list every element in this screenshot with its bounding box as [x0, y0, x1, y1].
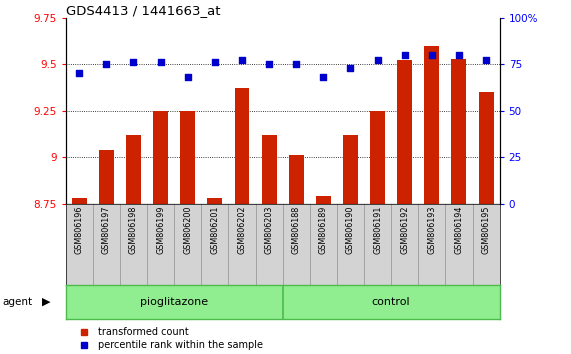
Text: GSM806188: GSM806188	[292, 206, 301, 254]
Text: agent: agent	[3, 297, 33, 307]
Point	[210, 59, 219, 65]
Text: GSM806200: GSM806200	[183, 206, 192, 255]
Text: GSM806195: GSM806195	[481, 206, 490, 255]
Bar	[343, 135, 358, 204]
Text: pioglitazone: pioglitazone	[140, 297, 208, 307]
Bar	[262, 135, 276, 204]
Point	[373, 58, 382, 63]
Text: GSM806193: GSM806193	[427, 206, 436, 255]
Point	[481, 58, 490, 63]
Text: GSM806202: GSM806202	[238, 206, 247, 255]
Text: GDS4413 / 1441663_at: GDS4413 / 1441663_at	[66, 4, 220, 17]
Point	[102, 61, 111, 67]
Text: GSM806196: GSM806196	[75, 206, 84, 255]
Text: GSM806199: GSM806199	[156, 206, 165, 255]
Bar	[452, 59, 467, 204]
Bar	[72, 198, 87, 204]
Point	[455, 52, 464, 58]
Text: GSM806189: GSM806189	[319, 206, 328, 255]
Bar	[99, 150, 114, 204]
Text: GSM806190: GSM806190	[346, 206, 355, 255]
Text: GSM806191: GSM806191	[373, 206, 382, 255]
Text: ▶: ▶	[42, 297, 50, 307]
Point	[129, 59, 138, 65]
Bar	[235, 88, 250, 204]
Bar	[397, 61, 412, 204]
Bar	[207, 198, 222, 204]
Legend: transformed count, percentile rank within the sample: transformed count, percentile rank withi…	[71, 324, 267, 354]
Point	[75, 71, 84, 76]
Point	[156, 59, 165, 65]
Bar	[180, 110, 195, 204]
Point	[238, 58, 247, 63]
Bar	[370, 110, 385, 204]
Text: control: control	[372, 297, 411, 307]
Point	[319, 74, 328, 80]
Bar	[478, 92, 493, 204]
Point	[292, 61, 301, 67]
Point	[346, 65, 355, 71]
Bar	[316, 196, 331, 204]
Bar	[289, 155, 304, 204]
Bar	[153, 110, 168, 204]
Text: GSM806203: GSM806203	[264, 206, 274, 255]
Text: GSM806192: GSM806192	[400, 206, 409, 255]
Text: GSM806198: GSM806198	[129, 206, 138, 255]
Point	[183, 74, 192, 80]
Point	[264, 61, 274, 67]
Bar	[126, 135, 141, 204]
Bar	[424, 46, 439, 204]
Point	[400, 52, 409, 58]
Text: GSM806197: GSM806197	[102, 206, 111, 255]
Text: GSM806194: GSM806194	[455, 206, 464, 255]
Point	[427, 52, 436, 58]
Text: GSM806201: GSM806201	[210, 206, 219, 255]
